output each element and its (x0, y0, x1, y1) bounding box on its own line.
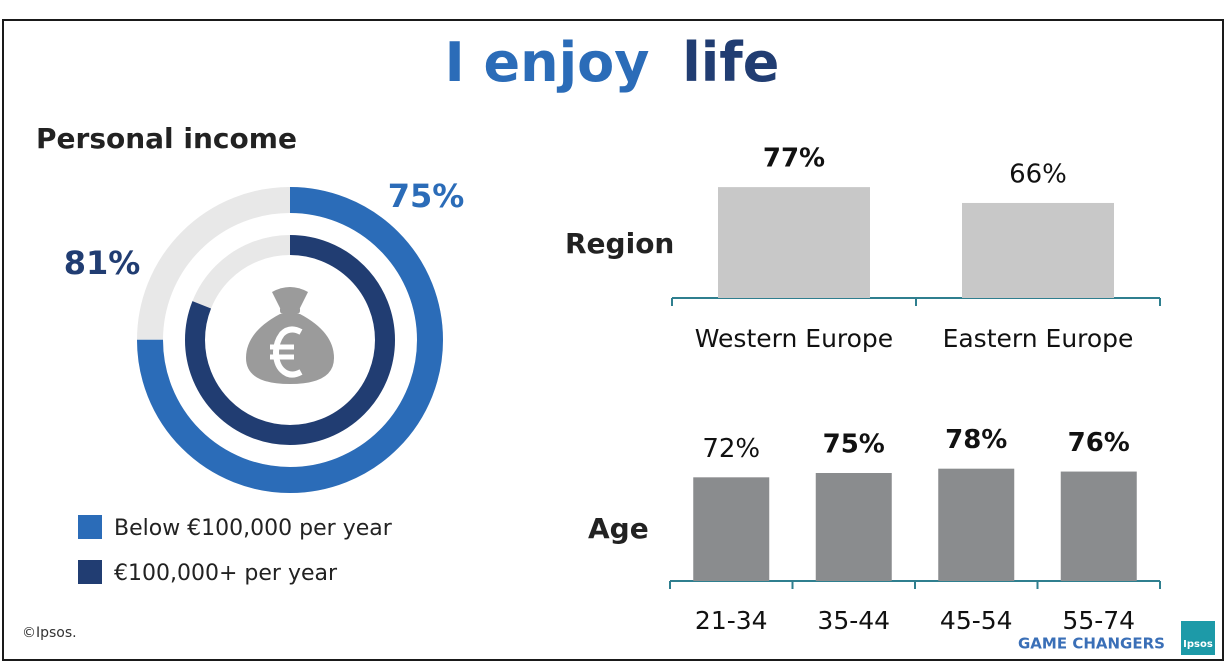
frame (2, 19, 1224, 661)
ring-arc (137, 187, 443, 493)
value-label: 77% (763, 144, 825, 174)
category-label: 21-34 (695, 606, 768, 635)
chart-title: Age (588, 512, 649, 545)
legend-swatch (78, 560, 102, 584)
chart-title: Personal income (36, 122, 297, 155)
bar (718, 187, 870, 298)
value-label: 81% (64, 244, 141, 282)
category-label: 55-74 (1062, 606, 1135, 635)
value-label: 76% (1068, 428, 1130, 458)
category-label: Western Europe (695, 324, 893, 353)
value-label: 72% (702, 434, 760, 464)
value-label: 75% (388, 177, 465, 215)
tagline: GAME CHANGERS (1018, 635, 1165, 653)
bar (693, 477, 770, 581)
legend-label: Below €100,000 per year (114, 516, 393, 541)
money-bag-icon (246, 287, 334, 384)
category-label: Eastern Europe (943, 324, 1134, 353)
value-label: 66% (1009, 159, 1067, 189)
logo-box (1181, 621, 1215, 655)
title-part: I enjoy (445, 31, 650, 94)
main-title: I enjoy life (445, 31, 780, 94)
chart-title: Region (565, 227, 674, 260)
legend-swatch (78, 515, 102, 539)
category-label: 45-54 (940, 606, 1013, 635)
bar (938, 468, 1015, 581)
logo: Ipsos (1183, 639, 1213, 650)
ring-arc (185, 235, 395, 445)
copyright: ©Ipsos. (22, 625, 77, 641)
category-label: 35-44 (817, 606, 890, 635)
bar (815, 473, 892, 581)
title-part: life (682, 31, 779, 94)
bar (962, 202, 1114, 298)
value-label: 75% (823, 430, 885, 460)
bar (1060, 471, 1137, 581)
legend-label: €100,000+ per year (114, 561, 338, 586)
value-label: 78% (945, 425, 1007, 455)
